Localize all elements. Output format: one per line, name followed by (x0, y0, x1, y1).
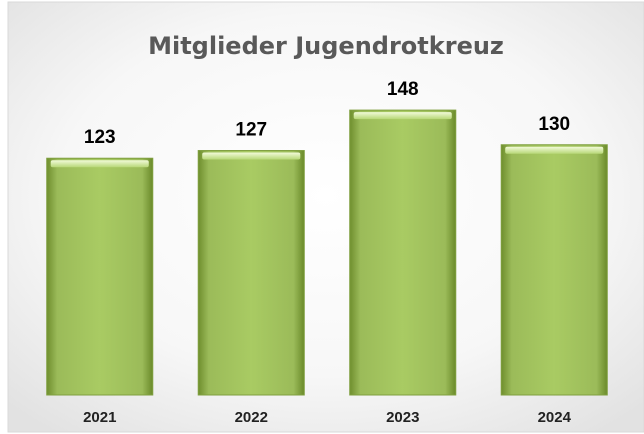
bar-highlight (50, 160, 149, 168)
x-tick-label: 2021 (83, 409, 116, 426)
chart-title: Mitglieder Jugendrotkreuz (148, 32, 504, 60)
bar (500, 144, 608, 396)
x-tick-label: 2024 (538, 409, 572, 426)
bar (46, 157, 154, 396)
bar (349, 109, 457, 396)
x-tick-label: 2023 (386, 409, 419, 426)
value-label: 130 (538, 114, 570, 135)
value-label: 148 (387, 79, 419, 100)
bar (197, 150, 305, 396)
bar-highlight (202, 152, 301, 160)
x-tick-label: 2022 (235, 409, 268, 426)
bar-highlight (353, 112, 452, 120)
value-label: 127 (235, 120, 267, 141)
value-label: 123 (84, 127, 116, 148)
bar-highlight (505, 146, 604, 154)
